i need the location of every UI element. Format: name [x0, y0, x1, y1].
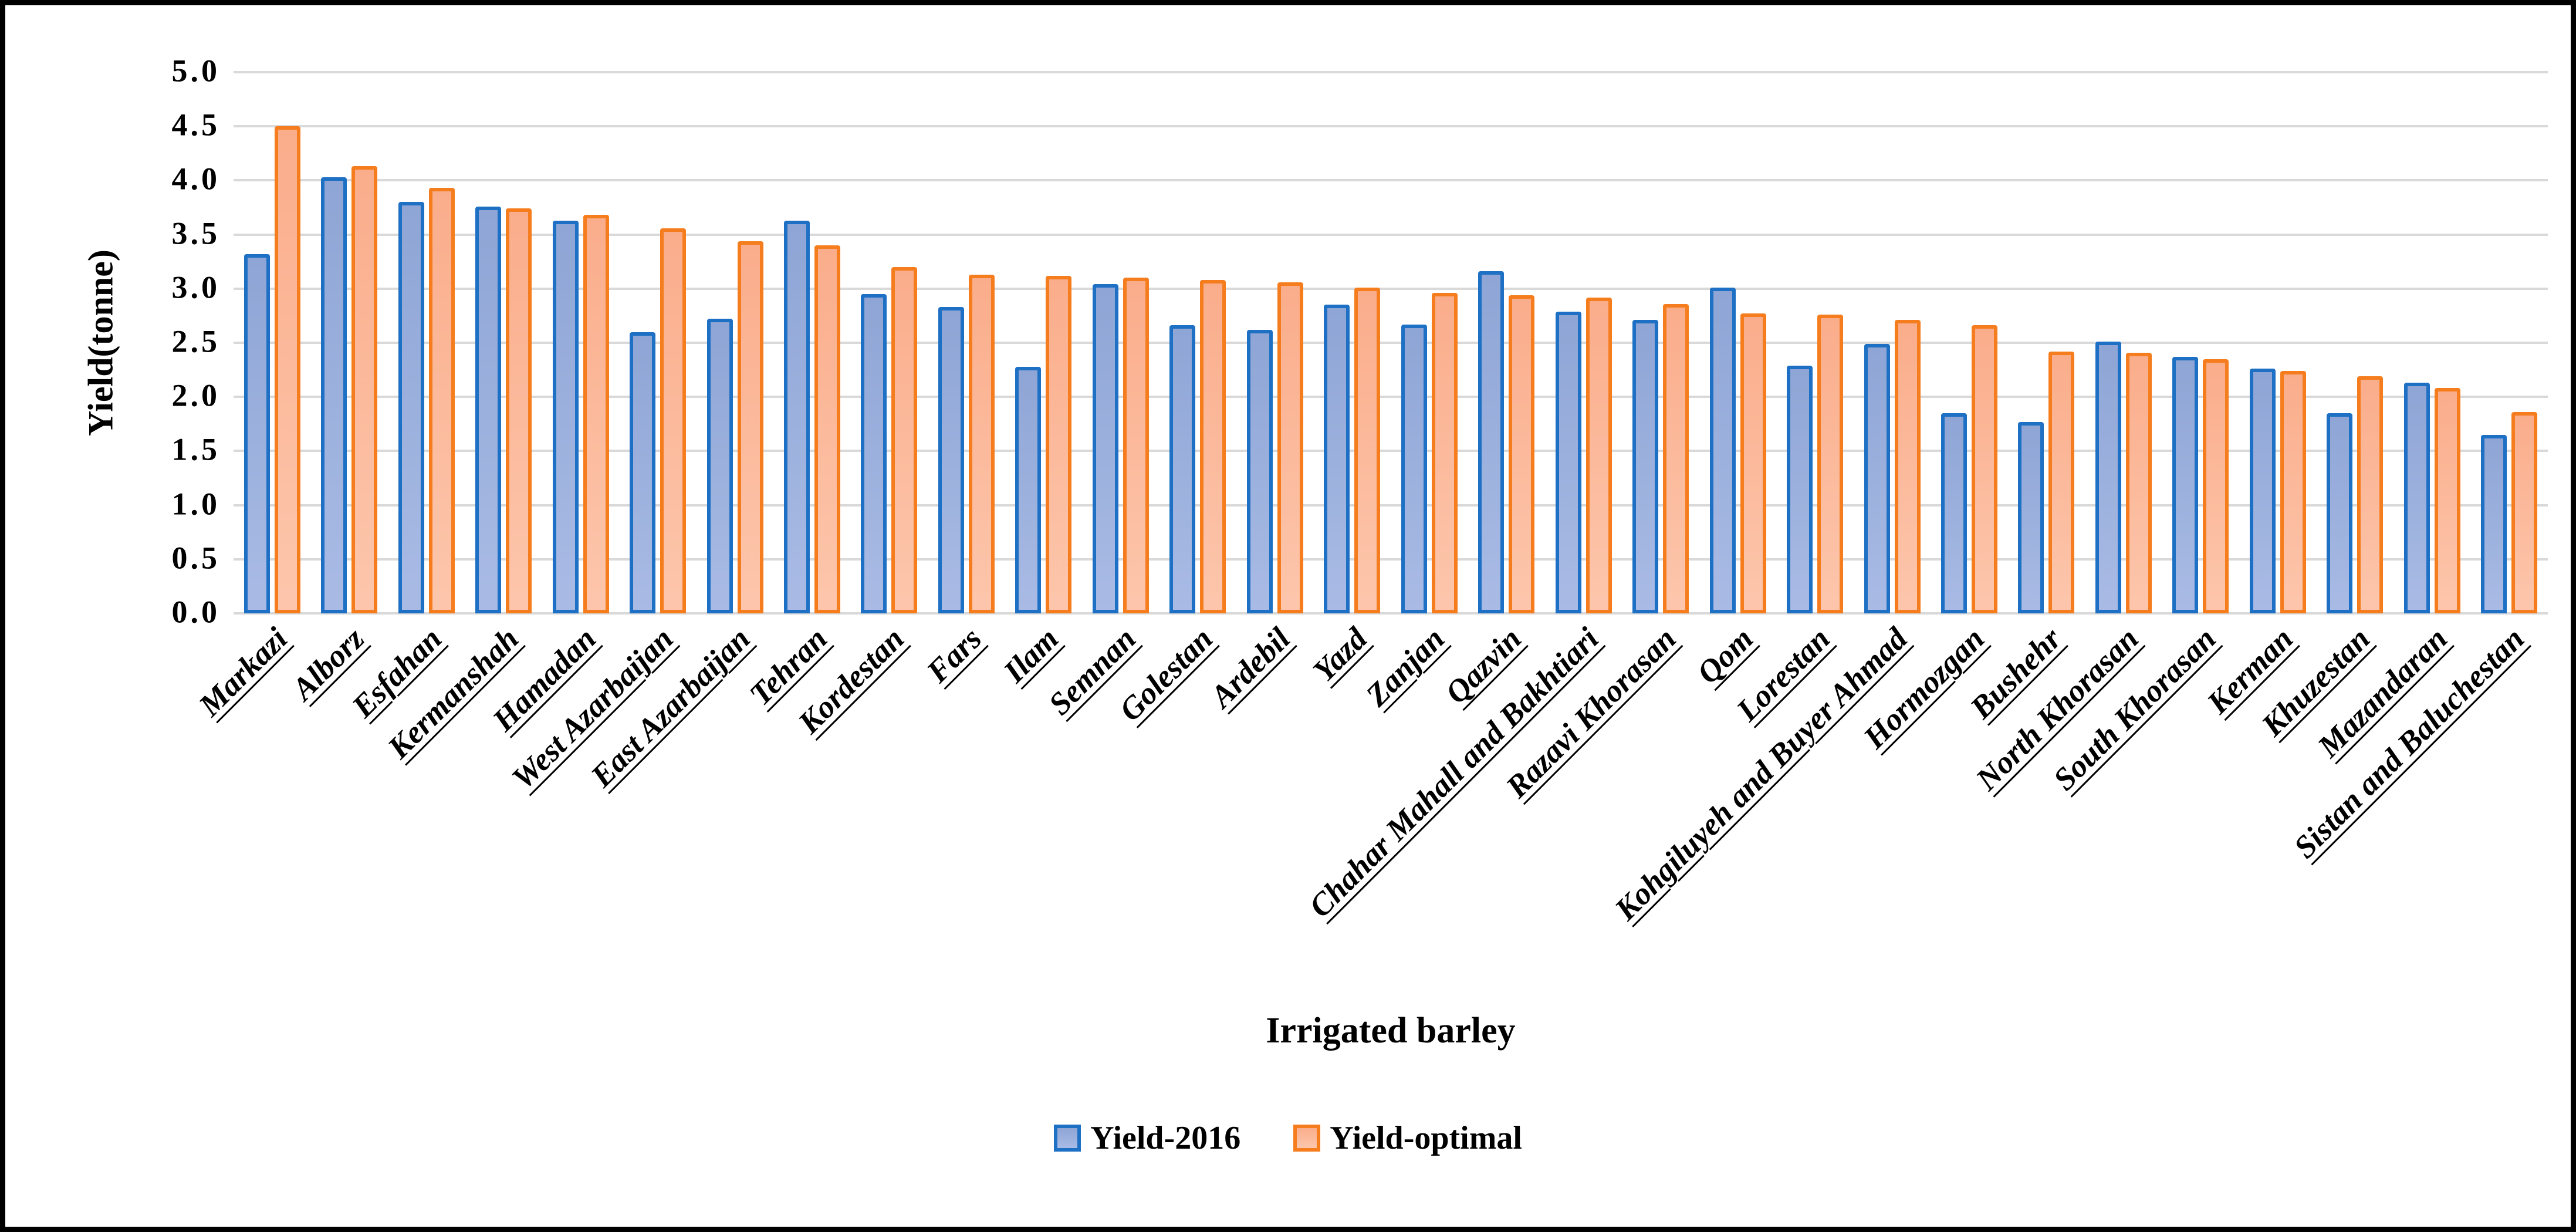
- bar-yield-optimal: [1586, 297, 1612, 613]
- bar-yield-2016: [2327, 413, 2353, 613]
- bar-yield-2016: [630, 332, 656, 613]
- x-axis-title: Irrigated barley: [1266, 1011, 1516, 1051]
- y-axis-tick-label: 3.5: [171, 215, 220, 251]
- bar-yield-2016: [2095, 342, 2121, 613]
- bar-yield-optimal: [2434, 388, 2460, 613]
- bar-yield-optimal: [1894, 320, 1921, 613]
- bar-yield-optimal: [2511, 412, 2538, 613]
- bar-yield-optimal: [1200, 280, 1226, 613]
- x-axis-category-label: Fars: [919, 620, 989, 690]
- bar-yield-2016: [1709, 287, 1736, 613]
- gridline: [234, 287, 2548, 290]
- legend-label-yield-2016: Yield-2016: [1090, 1120, 1241, 1156]
- bar-yield-optimal: [968, 274, 995, 613]
- bar-yield-2016: [1092, 284, 1118, 613]
- x-axis-category-label: Yazd: [1306, 620, 1374, 688]
- bar-yield-2016: [861, 294, 887, 613]
- bar-yield-optimal: [814, 245, 840, 613]
- y-axis-tick-label: 3.0: [171, 269, 220, 305]
- y-axis-tick-label: 0.5: [171, 540, 220, 576]
- x-axis-category-label: Markazi: [191, 620, 294, 723]
- legend-item-yield-2016: Yield-2016: [1054, 1119, 1240, 1157]
- bar-yield-optimal: [1740, 313, 1766, 613]
- bar-yield-optimal: [2357, 376, 2384, 613]
- bar-yield-optimal: [2048, 351, 2075, 613]
- bar-yield-optimal: [506, 208, 532, 613]
- bar-yield-2016: [1401, 324, 1427, 613]
- bar-yield-optimal: [1046, 275, 1072, 613]
- bar-yield-optimal: [737, 241, 763, 613]
- bar-yield-2016: [552, 220, 579, 613]
- bar-yield-optimal: [1277, 282, 1303, 613]
- y-axis-tick-label: 4.5: [171, 107, 220, 143]
- bar-yield-2016: [1941, 413, 1967, 613]
- gridline: [234, 612, 2548, 615]
- bar-yield-2016: [938, 307, 964, 613]
- bar-yield-2016: [1015, 366, 1042, 613]
- bar-yield-2016: [2403, 383, 2430, 613]
- x-axis-category-label: Qom: [1689, 620, 1760, 691]
- bar-yield-2016: [398, 202, 424, 613]
- x-axis-category-label: Ardebil: [1203, 620, 1297, 714]
- bar-yield-optimal: [891, 266, 918, 613]
- bar-yield-2016: [2249, 369, 2276, 613]
- y-axis-tick-label: 4.0: [171, 161, 220, 197]
- bar-yield-2016: [475, 206, 502, 613]
- legend-label-yield-optimal: Yield-optimal: [1330, 1120, 1522, 1156]
- bar-yield-2016: [2172, 356, 2199, 613]
- bar-yield-optimal: [1972, 325, 1997, 613]
- bar-yield-2016: [321, 177, 347, 613]
- gridline: [234, 396, 2548, 399]
- bar-yield-2016: [1169, 325, 1196, 613]
- bar-yield-2016: [244, 254, 270, 613]
- y-axis-tick-label: 5.0: [171, 53, 220, 89]
- bar-yield-2016: [1632, 320, 1659, 613]
- bar-yield-optimal: [1431, 293, 1458, 613]
- bar-yield-optimal: [1817, 315, 1844, 613]
- bar-yield-2016: [1324, 305, 1350, 613]
- bar-yield-optimal: [274, 126, 300, 613]
- gridline: [234, 450, 2548, 453]
- gridline: [234, 125, 2548, 128]
- gridline: [234, 342, 2548, 344]
- y-axis-tick-label: 2.0: [171, 377, 220, 413]
- bar-yield-optimal: [583, 215, 609, 613]
- bar-yield-optimal: [660, 228, 687, 613]
- bar-yield-2016: [2481, 434, 2507, 613]
- x-axis-category-label: Zanjan: [1358, 620, 1451, 713]
- x-axis-category-label: Ilam: [996, 620, 1066, 690]
- y-axis-tick-label: 1.5: [171, 431, 220, 467]
- legend: Yield-2016 Yield-optimal: [5, 1119, 2571, 1157]
- bar-yield-optimal: [2125, 352, 2152, 613]
- bar-yield-2016: [1478, 271, 1505, 613]
- bar-yield-2016: [1555, 311, 1581, 613]
- bar-yield-2016: [1787, 365, 1813, 613]
- legend-item-yield-optimal: Yield-optimal: [1293, 1119, 1522, 1157]
- bar-yield-2016: [1864, 343, 1890, 613]
- gridline: [234, 179, 2548, 182]
- bar-yield-optimal: [1663, 303, 1689, 613]
- bar-yield-optimal: [2203, 359, 2229, 613]
- gridline: [234, 71, 2548, 73]
- bar-yield-optimal: [351, 166, 378, 613]
- gridline: [234, 504, 2548, 507]
- y-axis-tick-label: 2.5: [171, 323, 220, 359]
- legend-swatch-yield-optimal: [1293, 1125, 1321, 1152]
- bar-yield-optimal: [1354, 287, 1381, 613]
- y-axis-tick-label: 0.0: [171, 594, 220, 630]
- bar-yield-optimal: [1509, 295, 1535, 613]
- bar-yield-optimal: [428, 188, 455, 613]
- bar-yield-2016: [784, 220, 810, 613]
- gridline: [234, 558, 2548, 561]
- bar-yield-optimal: [1123, 278, 1149, 613]
- bar-yield-2016: [706, 319, 733, 613]
- y-axis-tick-label: 1.0: [171, 486, 220, 522]
- gridline: [234, 233, 2548, 236]
- bar-yield-optimal: [2280, 370, 2306, 613]
- bar-yield-2016: [2018, 421, 2044, 613]
- legend-swatch-yield-2016: [1054, 1125, 1081, 1152]
- bar-yield-2016: [1246, 329, 1273, 613]
